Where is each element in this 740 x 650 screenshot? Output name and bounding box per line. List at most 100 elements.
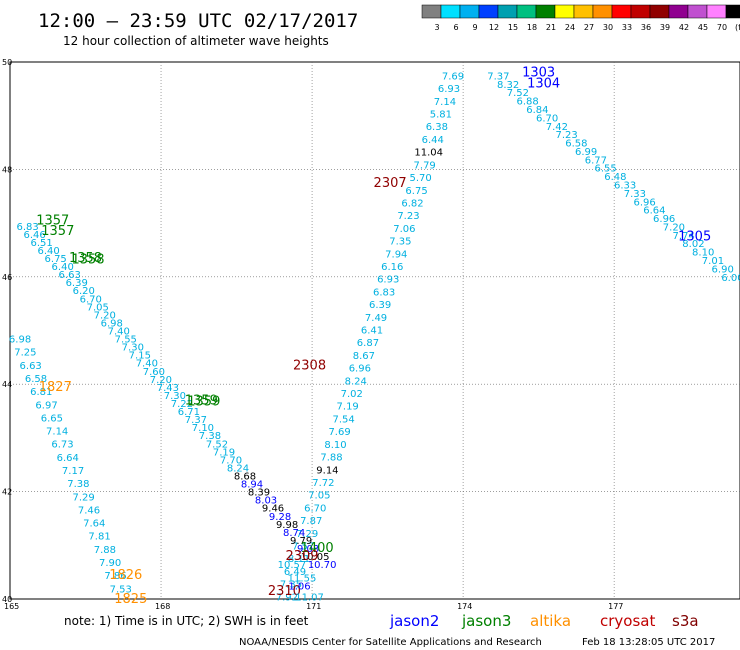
wave-height-value: 6.82	[401, 198, 423, 209]
wave-height-value: 6.87	[357, 338, 379, 349]
wave-height-value: 7.14	[46, 427, 68, 438]
wave-height-value: 7.33	[624, 189, 646, 200]
wave-height-value: 6.98	[101, 318, 123, 329]
wave-height-value: 6.58	[25, 374, 47, 385]
satellite-legend: jason2 jason3 altika cryosat s3a	[389, 612, 699, 630]
wave-height-value: 7.79	[414, 160, 436, 171]
wave-height-value: 7.60	[143, 367, 165, 378]
wave-height-value: 6.98	[9, 335, 31, 346]
wave-height-value: 6.75	[45, 254, 67, 265]
wave-height-value: 8.74	[283, 528, 305, 539]
satellite-legend-cryosat: cryosat	[600, 612, 655, 630]
scale-label: 21	[546, 23, 556, 32]
wave-height-value: 9.28	[269, 512, 291, 523]
wave-height-value: 7.25	[14, 348, 36, 359]
wave-height-value: 6.81	[30, 387, 52, 398]
scale-label: 42	[679, 23, 689, 32]
wave-height-value: 7.14	[434, 97, 456, 108]
wave-height-value: 7.69	[328, 427, 350, 438]
wave-height-value: 7.52	[206, 439, 228, 450]
wave-height-value: 7.20	[94, 310, 116, 321]
scale-label: 30	[603, 23, 613, 32]
scale-swatch	[687, 4, 708, 19]
wave-height-value: 7.20	[150, 375, 172, 386]
wave-height-value: 6.71	[178, 407, 200, 418]
wave-height-value: 7.54	[332, 414, 354, 425]
wave-height-value: 7.40	[136, 359, 158, 370]
scale-swatch	[573, 4, 594, 19]
lat-lon-grid	[10, 62, 740, 599]
scale-label: (ft)	[735, 23, 740, 32]
wave-height-value: 6.75	[405, 186, 427, 197]
scale-label: 36	[641, 23, 651, 32]
wave-height-value: 6.83	[16, 222, 38, 233]
wave-height-value: 6.70	[80, 294, 102, 305]
wave-height-value: 6.63	[20, 361, 42, 372]
x-tick-label: 168	[155, 602, 170, 611]
wave-height-value: 7.35	[280, 580, 302, 591]
wave-height-value: 6.83	[373, 287, 395, 298]
wave-height-value: 8.24	[227, 463, 249, 474]
scale-swatch	[421, 4, 442, 19]
wave-height-value: 10.57	[278, 560, 307, 571]
chart-subtitle: 12 hour collection of altimeter wave hei…	[63, 34, 329, 48]
wave-height-value: 6.64	[57, 453, 79, 464]
wave-height-value: 8.94	[241, 480, 263, 491]
y-tick-label: 50	[2, 58, 12, 67]
wave-height-value: 6.96	[634, 197, 656, 208]
wave-height-value: 7.38	[199, 431, 221, 442]
scale-swatch	[535, 4, 556, 19]
wave-height-value: 7.49	[365, 313, 387, 324]
pass-label: 1304	[527, 76, 560, 91]
x-tick-label: 165	[4, 602, 19, 611]
wave-height-value: 7.57	[292, 541, 314, 552]
pass-label: 1357	[36, 213, 69, 228]
wave-height-value: 6.73	[51, 440, 73, 451]
pass-label: 2308	[293, 358, 326, 373]
wave-height-value: 7.70	[220, 455, 242, 466]
wave-height-value: 6.16	[381, 262, 403, 273]
wave-height-value: 7.40	[108, 327, 130, 338]
scale-label: 24	[565, 23, 575, 32]
wave-height-value: 6.33	[614, 181, 636, 192]
wave-height-value: 7.69	[442, 71, 464, 82]
wave-height-value: 6.48	[604, 172, 626, 183]
wave-height-value: 7.19	[337, 402, 359, 413]
wave-height-value: 7.29	[296, 529, 318, 540]
wave-height-value: 6.40	[52, 262, 74, 273]
wave-height-value: 6.39	[369, 300, 391, 311]
satellite-legend-jason2: jason2	[389, 612, 439, 630]
wave-height-value: 6.88	[516, 97, 538, 108]
scale-label: 45	[698, 23, 708, 32]
wave-height-value: 7.55	[115, 335, 137, 346]
wave-height-value: 6.96	[349, 364, 371, 375]
footer-note: note: 1) Time is in UTC; 2) SWH is in fe…	[64, 614, 309, 628]
wave-height-value: 5.81	[430, 110, 452, 121]
scale-swatch	[630, 4, 651, 19]
wave-height-value: 6.40	[38, 246, 60, 257]
wave-height-value: 6.46	[24, 230, 46, 241]
wave-height-value: 7.19	[213, 447, 235, 458]
wave-height-value: 7.53	[110, 584, 132, 595]
wave-height-value: 8.03	[255, 496, 277, 507]
wave-height-value: 7.22	[171, 399, 193, 410]
wave-height-value: 6.70	[536, 113, 558, 124]
wave-height-value: 6.58	[565, 139, 587, 150]
wave-height-value: 7.74	[673, 231, 695, 242]
satellite-legend-s3a: s3a	[672, 612, 699, 630]
wave-height-value: 6.93	[438, 84, 460, 95]
scale-label: 27	[584, 23, 594, 32]
x-tick-label: 177	[608, 602, 623, 611]
x-tick-label: 171	[306, 602, 321, 611]
wave-height-value: 7.20	[663, 222, 685, 233]
wave-height-value: 5.70	[409, 173, 431, 184]
wave-height-value: 8.39	[248, 488, 270, 499]
wave-height-value: 6.77	[585, 155, 607, 166]
scale-swatch	[668, 4, 689, 19]
scale-label: 3	[434, 23, 439, 32]
scale-swatch	[516, 4, 537, 19]
y-tick-label: 40	[2, 595, 12, 604]
wave-height-value: 8.67	[353, 351, 375, 362]
